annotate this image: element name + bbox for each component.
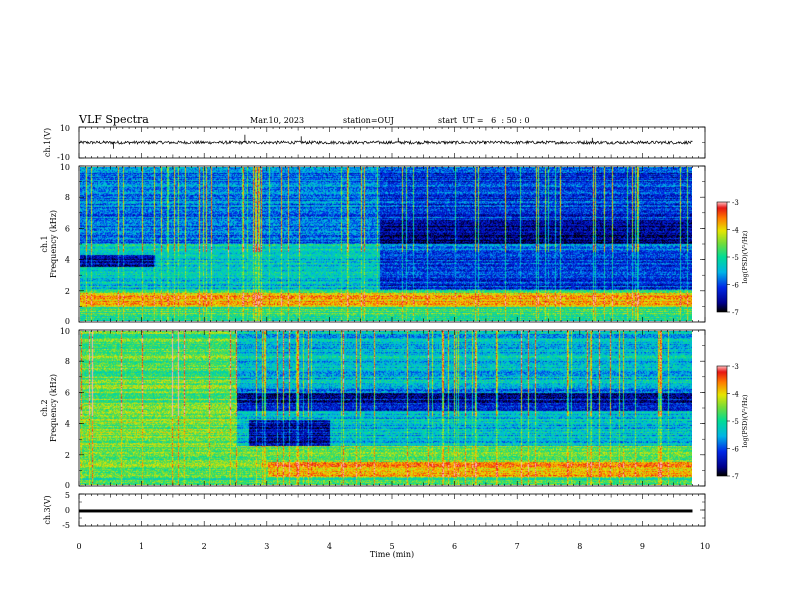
ch3-waveform-trace xyxy=(79,509,693,513)
colorbar-tick-label: -4 xyxy=(732,227,739,235)
x-tick-label: 0 xyxy=(76,542,81,551)
colorbar-ch1: -3 -4 -5 -6 -7 log(PSD)(V²/Hz) xyxy=(716,199,749,317)
colorbar-tick-label: -7 xyxy=(732,309,739,317)
colorbar-label: log(PSD)(V²/Hz) xyxy=(741,230,749,283)
y-tick-label: 5 xyxy=(65,491,70,500)
x-tick-label: 7 xyxy=(515,542,520,551)
x-tick-label: 3 xyxy=(264,542,269,551)
y-tick-label: 10 xyxy=(60,163,70,172)
y-tick-label: 4 xyxy=(65,420,70,429)
y-axis-label: ch.1(V) xyxy=(43,128,52,157)
y-tick-label: 4 xyxy=(65,256,70,265)
y-tick-label: 0 xyxy=(65,506,70,515)
x-tick-label: 4 xyxy=(327,542,332,551)
colorbar-tick-label: -6 xyxy=(732,446,739,454)
y-tick-label: -10 xyxy=(57,153,70,162)
ch1-trace-line xyxy=(78,139,693,146)
colorbar-ch2: -3 -4 -5 -6 -7 log(PSD)(V²/Hz) xyxy=(716,363,749,481)
colorbar-tick-label: -6 xyxy=(732,282,739,290)
colorbar-tick-label: -3 xyxy=(732,199,739,207)
ch1-waveform-trace xyxy=(78,134,693,149)
y-axis-label: ch.3(V) xyxy=(43,495,52,524)
y-tick-label: 0 xyxy=(65,481,70,490)
x-tick-label: 5 xyxy=(389,542,394,551)
y-tick-label: 6 xyxy=(65,224,70,233)
colorbar-label: log(PSD)(V²/Hz) xyxy=(741,394,749,447)
station-label: station=OUJ xyxy=(343,116,394,125)
ch1-spectrogram xyxy=(78,165,706,323)
colorbar-tick-label: -7 xyxy=(732,473,739,481)
x-tick-label: 2 xyxy=(202,542,207,551)
colorbar-tick-label: -5 xyxy=(732,418,739,426)
colorbar-tick-label: -4 xyxy=(732,391,739,399)
y-tick-label: 6 xyxy=(65,388,70,397)
figure-title: VLF Spectra xyxy=(78,113,149,126)
y-tick-label: 8 xyxy=(65,193,70,202)
y-tick-label: 8 xyxy=(65,357,70,366)
colorbar-tick-label: -5 xyxy=(732,254,739,262)
x-tick-label: 9 xyxy=(640,542,645,551)
y-axis-label-frequency: Frequency (kHz) xyxy=(49,374,58,442)
ch3-trace-line xyxy=(79,509,693,513)
y-axis-label-frequency: Frequency (kHz) xyxy=(49,210,58,278)
y-tick-label: -5 xyxy=(62,521,70,530)
x-tick-label: 1 xyxy=(139,542,144,551)
y-tick-label: 2 xyxy=(65,451,70,460)
date-label: Mar.10, 2023 xyxy=(250,116,304,125)
y-axis-label-channel: ch.1 xyxy=(40,235,49,252)
start-ut-label: start UT = 6 : 50 : 0 xyxy=(438,116,530,125)
x-axis-label: Time (min) xyxy=(370,550,414,559)
y-tick-label: 10 xyxy=(60,327,70,336)
y-axis-label-channel: ch.2 xyxy=(40,399,49,416)
y-tick-label: 0 xyxy=(65,317,70,326)
x-tick-label: 10 xyxy=(700,542,710,551)
x-tick-label: 8 xyxy=(577,542,582,551)
colorbar-tick-label: -3 xyxy=(732,363,739,371)
x-tick-label: 6 xyxy=(452,542,457,551)
y-tick-label: 10 xyxy=(60,124,70,133)
axis-ticks: 0 1 2 3 4 5 6 7 8 9 10 Time (min) xyxy=(76,127,710,559)
y-tick-label: 2 xyxy=(65,287,70,296)
ch2-spectrogram xyxy=(78,329,706,487)
